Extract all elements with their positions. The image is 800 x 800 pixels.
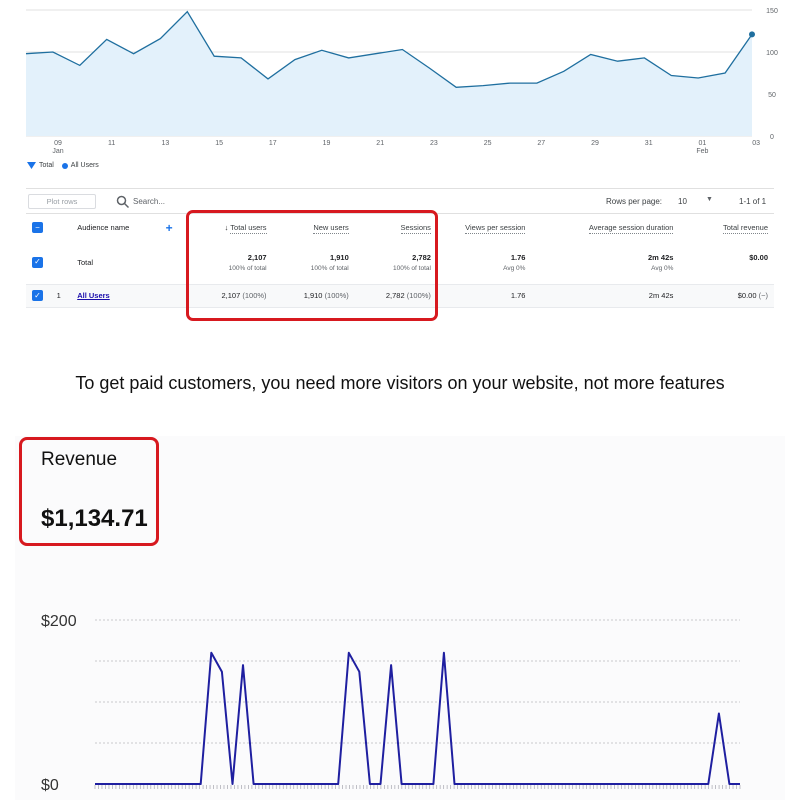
x-month-label: Feb [696,148,708,155]
y-tick-label: 150 [766,8,778,15]
add-dimension-icon[interactable]: + [165,220,173,235]
total-users-value: 2,107 [247,252,267,262]
x-tick-label: 15 [215,140,223,147]
x-tick-label: 29 [591,140,599,147]
row-index: 1 [56,291,61,300]
y-tick-label: 50 [768,92,776,99]
header-audience-name[interactable]: Audience name [77,223,130,232]
highlight-box-revenue [19,437,159,546]
row-new-users: 1,910 [303,291,323,300]
revenue-total: $1,134.71 [41,505,148,532]
table-row: ✓ 1 All Users 2,107 (100%) 1,910 (100%) … [26,284,774,307]
header-avg-session-duration[interactable]: Average session duration [588,223,674,234]
header-total-users[interactable]: Total users [230,223,267,234]
revenue-y-tick-label: $200 [41,613,77,630]
audience-table: − Audience name + ↓ Total users New user… [26,214,774,308]
x-month-label: Jan [52,148,63,155]
select-all-checkbox[interactable]: − [32,222,43,233]
x-tick-label: 11 [108,140,115,147]
y-tick-label: 0 [770,134,774,141]
legend-all-users[interactable]: All Users [61,162,99,169]
row-total-revenue: $0.00 [737,291,757,300]
search-input[interactable]: Search... [133,197,166,206]
views-per-session-value: 1.76 [510,252,526,262]
row-checkbox[interactable]: ✓ [32,290,43,301]
revenue-panel [15,436,785,800]
new-users-share: 100% of total [310,264,349,272]
total-revenue-value: $0.00 [749,252,768,262]
header-sessions[interactable]: Sessions [400,223,431,234]
row-total-users: 2,107 [221,291,241,300]
highlight-box-metrics [186,210,438,321]
row-total-users-pct: (100%) [242,291,267,300]
header-views-per-session[interactable]: Views per session [465,223,526,234]
sessions-share: 100% of total [392,264,431,272]
sort-desc-icon[interactable]: ↓ [224,223,229,232]
row-sessions: 2,782 [385,291,405,300]
x-tick-label: 23 [430,140,438,147]
x-tick-label: 13 [162,140,170,147]
legend-total-label: Total [39,162,54,169]
x-tick-label: 03 [752,140,760,147]
views-per-session-avg: Avg 0% [503,264,526,272]
plot-rows-button[interactable]: Plot rows [28,194,96,209]
caption-text: To get paid customers, you need more vis… [75,373,725,393]
revenue-line-chart: $200 $0 [41,613,741,794]
revenue-y-tick-label: $0 [41,777,59,794]
table-toolbar: Plot rows Search... Rows per page: 10 ▼ … [26,188,774,214]
row-avg-session-duration: 2m 42s [648,291,674,300]
users-area [26,11,752,137]
revenue-title: Revenue [41,449,118,470]
table-header-row: − Audience name + ↓ Total users New user… [26,214,774,241]
users-last-point [749,31,755,38]
search-icon[interactable] [116,195,130,209]
totals-label: Total [77,257,94,267]
rows-per-page-select[interactable]: 10 [678,197,687,206]
total-users-share: 100% of total [228,264,267,272]
x-tick-label: 27 [537,140,545,147]
totals-checkbox[interactable]: ✓ [32,256,43,268]
totals-row: ✓ Total 2,107 100% of total 1,910 100% of … [26,241,774,284]
rows-per-page-label: Rows per page: [606,197,663,206]
avg-session-duration-value: 2m 42s [647,252,674,262]
header-new-users[interactable]: New users [313,223,349,234]
x-tick-label: 25 [484,140,492,147]
new-users-value: 1,910 [329,252,349,262]
users-series-line [25,10,753,88]
legend-all-users-label: All Users [70,162,99,169]
y-tick-label: 100 [766,50,778,57]
caret-down-icon[interactable]: ▼ [706,196,713,203]
sessions-value: 2,782 [412,252,431,262]
x-tick-label: 21 [376,140,384,147]
x-tick-label: 09 [54,140,62,147]
legend-total[interactable]: Total [27,162,54,169]
legend-all-users-icon [61,162,68,169]
x-tick-label: 01 [699,140,707,147]
row-new-users-pct: (100%) [324,291,349,300]
users-overview-panel: 150 100 50 0 09 Jan 11 13 15 17 19 21 23 25 27 29 31 01 Fe… [0,0,800,340]
revenue-series-line [95,651,740,785]
audience-link-all-users[interactable]: All Users [77,291,110,300]
avg-session-duration-avg: Avg 0% [651,264,674,272]
pagination-info: 1-1 of 1 [739,197,767,206]
row-total-revenue-pct: (−) [758,291,768,300]
row-views-per-session: 1.76 [510,291,526,300]
x-tick-label: 31 [645,140,653,147]
legend-total-icon [27,162,36,169]
x-tick-label: 17 [269,140,277,147]
chart-legend: Total All Users [27,162,99,169]
row-sessions-pct: (100%) [406,291,431,300]
x-tick-label: 19 [323,140,331,147]
header-total-revenue[interactable]: Total revenue [722,223,768,234]
